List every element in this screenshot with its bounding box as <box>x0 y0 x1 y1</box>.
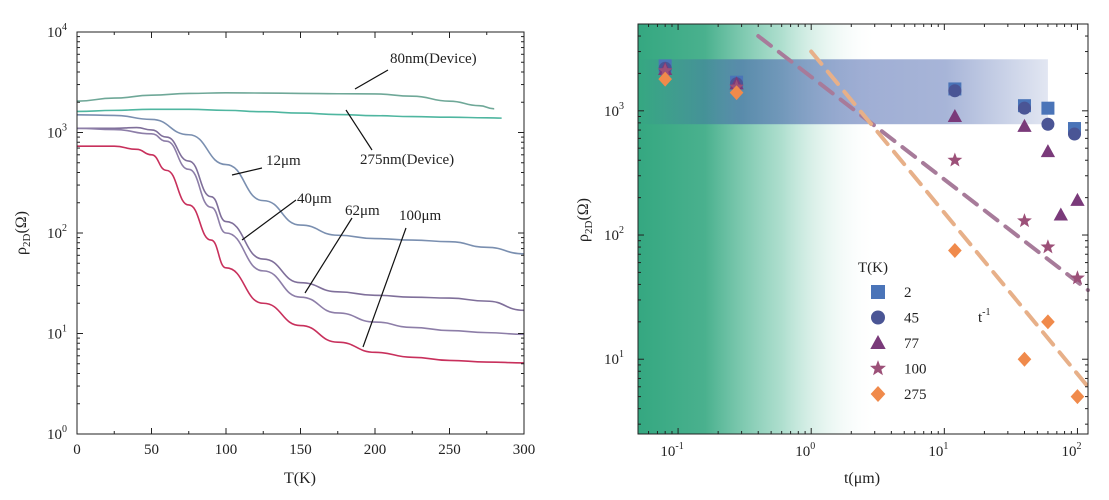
fit-slope-label: t-1 <box>978 307 991 326</box>
legend-title: T(K) <box>858 260 888 276</box>
annotation-label: 80nm(Device) <box>390 51 477 67</box>
legend-label: 2 <box>904 285 912 301</box>
data-point-T275-diamond <box>1041 314 1055 330</box>
data-point-T77-triangle <box>947 109 963 123</box>
data-point-T77-triangle <box>1070 192 1085 206</box>
x-tick-label: 10-1 <box>660 441 683 460</box>
left-annotations: 80nm(Device) 275nm(Device) 12μm 40μm 62μm 100… <box>231 51 477 348</box>
left-axes: 0 50 100 150 200 250 300 100 101 102 103 104 <box>47 22 535 458</box>
x-tick-label: 0 <box>73 442 81 458</box>
x-tick-label: 50 <box>144 442 159 458</box>
x-tick-label: 102 <box>1061 441 1081 460</box>
legend-label: 100 <box>904 362 927 378</box>
curve-12-m <box>76 114 525 255</box>
data-point-T100-star <box>1070 270 1085 285</box>
legend: T(K) 2 45 77 100 275 <box>858 260 927 403</box>
data-point-T45-circle <box>1067 127 1081 141</box>
annotation-label: 12μm <box>266 153 301 169</box>
fit-line-1 <box>756 34 1090 293</box>
y-tick-label: 103 <box>604 101 624 120</box>
annotation-leader <box>345 109 373 151</box>
legend-marker-square <box>871 285 885 299</box>
left-x-axis-label: T(K) <box>284 470 316 487</box>
right-plot-frame <box>637 23 1089 435</box>
curve-275nm-device- <box>76 108 502 119</box>
data-point-T77-triangle <box>1053 207 1068 221</box>
right-y-axis-label: ρ2D(Ω) <box>575 198 595 242</box>
data-point-T77-triangle <box>1040 144 1056 158</box>
y-tick-label: 101 <box>604 349 624 368</box>
annotation-leader <box>241 199 297 241</box>
x-tick-label: 200 <box>364 442 387 458</box>
data-point-T2-square <box>1041 101 1055 115</box>
data-point-T275-diamond <box>1017 351 1032 367</box>
curve-62-m <box>76 127 525 336</box>
right-axes: 10-1 100 101 102 101 102 103 <box>604 23 1088 460</box>
legend-marker-triangle <box>870 334 886 349</box>
data-point-T45-circle <box>1017 101 1031 115</box>
y-tick-label: 104 <box>47 22 67 41</box>
data-point-T100-star <box>657 62 673 78</box>
x-tick-label: 150 <box>289 442 312 458</box>
annotation-leader <box>231 167 263 176</box>
right-x-axis-label: t(μm) <box>844 470 880 487</box>
y-tick-label: 101 <box>47 324 67 343</box>
legend-marker-diamond <box>870 385 886 403</box>
x-tick-label: 100 <box>795 441 815 460</box>
left-chart: 80nm(Device) 275nm(Device) 12μm 40μm 62μm 100… <box>13 22 535 487</box>
y-tick-label: 102 <box>47 223 67 242</box>
annotation-leader <box>354 69 389 90</box>
left-plot-frame <box>76 31 525 435</box>
data-point-T275-diamond <box>658 71 672 87</box>
x-tick-label: 101 <box>928 441 948 460</box>
annotation-leader <box>304 217 353 294</box>
legend-label: 77 <box>904 336 920 352</box>
left-y-axis-label: ρ2D(Ω) <box>13 211 33 255</box>
legend-label: 45 <box>904 311 919 327</box>
legend-label: 275 <box>904 387 927 403</box>
x-tick-label: 250 <box>438 442 461 458</box>
data-point-T45-circle <box>1041 117 1055 131</box>
right-data-points <box>657 59 1085 405</box>
annotation-leader <box>362 227 407 348</box>
annotation-label: 100μm <box>399 208 442 224</box>
fit-line-2 <box>809 49 1090 389</box>
annotation-label: 40μm <box>297 191 332 207</box>
data-point-T100-star <box>947 152 963 167</box>
data-point-T77-triangle <box>1017 118 1032 132</box>
x-tick-label: 100 <box>215 442 238 458</box>
curve-80nm-device- <box>76 92 495 110</box>
data-point-T275-diamond <box>1070 389 1085 405</box>
right-fit-lines <box>756 34 1090 389</box>
legend-marker-star <box>870 360 886 376</box>
curve-40-m <box>77 126 525 312</box>
annotation-label: 62μm <box>345 203 380 219</box>
data-point-T45-circle <box>948 84 962 98</box>
data-point-T275-diamond <box>948 243 962 259</box>
y-tick-label: 103 <box>47 123 67 142</box>
x-tick-label: 300 <box>513 442 536 458</box>
data-point-T100-star <box>1040 239 1056 254</box>
curve-100-m <box>77 145 525 364</box>
y-tick-label: 100 <box>47 424 67 443</box>
annotation-label: 275nm(Device) <box>360 152 454 168</box>
data-point-T275-diamond <box>729 85 744 101</box>
left-curves <box>76 92 525 364</box>
legend-marker-circle <box>871 310 885 325</box>
y-tick-label: 102 <box>604 225 624 244</box>
data-point-T100-star <box>1017 213 1032 228</box>
